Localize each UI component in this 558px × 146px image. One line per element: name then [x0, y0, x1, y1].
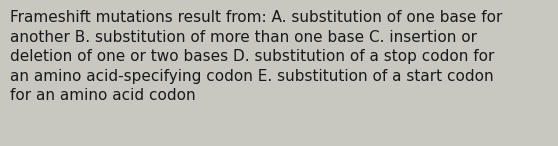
- Text: Frameshift mutations result from: A. substitution of one base for
another B. sub: Frameshift mutations result from: A. sub…: [10, 10, 502, 104]
